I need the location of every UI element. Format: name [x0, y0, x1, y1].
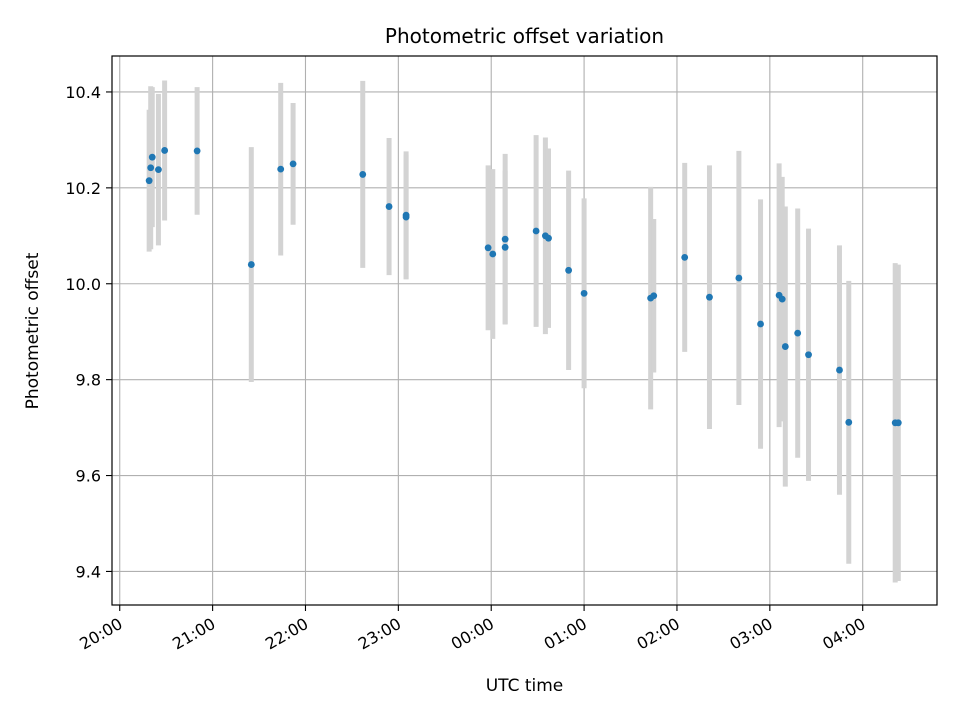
data-point	[805, 351, 812, 359]
y-axis-label: Photometric offset	[23, 252, 43, 409]
y-axis-ticks: 9.4 9.6 9.8 10.0 10.2 10.4	[65, 83, 112, 581]
y-tick-label: 9.8	[76, 371, 101, 390]
plot-frame	[111, 55, 938, 606]
data-point	[778, 295, 786, 303]
x-tick-label: 00:00	[448, 614, 497, 654]
data-point	[145, 177, 153, 185]
data-point	[757, 320, 764, 328]
data-point	[545, 234, 552, 242]
x-tick-label: 02:00	[634, 614, 683, 654]
data-point	[155, 166, 162, 174]
x-tick-label: 23:00	[355, 614, 404, 654]
y-tick-label: 10.4	[65, 83, 101, 102]
data-point	[289, 160, 297, 168]
data-point	[781, 343, 789, 350]
x-axis-ticks: 20:00 21:00 22:00 23:00 00:00 01:00 02:00 03:00…	[76, 605, 869, 654]
y-tick-label: 9.6	[76, 467, 101, 486]
data-point	[836, 366, 843, 374]
data-point	[580, 289, 588, 297]
data-point	[650, 292, 658, 300]
data-point	[794, 329, 802, 337]
error-bars	[146, 80, 901, 583]
x-tick-label: 03:00	[726, 614, 775, 654]
x-tick-label: 21:00	[169, 614, 218, 654]
data-point	[148, 153, 156, 161]
data-point	[402, 213, 410, 221]
y-tick-label: 9.4	[76, 562, 101, 581]
data-point	[735, 274, 743, 282]
data-point	[359, 171, 367, 178]
data-point	[706, 293, 713, 301]
data-points	[145, 147, 902, 427]
y-tick-label: 10.2	[65, 179, 101, 198]
data-point	[489, 250, 497, 258]
data-point	[681, 253, 689, 261]
data-point	[147, 164, 155, 172]
data-point	[247, 261, 255, 268]
grid	[112, 56, 937, 605]
data-point	[501, 235, 509, 243]
data-point	[565, 266, 573, 274]
x-axis-label: UTC time	[486, 676, 564, 696]
data-point	[501, 243, 509, 251]
data-point	[161, 147, 169, 154]
x-tick-label: 01:00	[541, 614, 590, 654]
data-point	[532, 227, 540, 235]
data-point	[845, 418, 853, 426]
x-tick-label: 22:00	[262, 614, 311, 654]
data-point	[894, 419, 902, 427]
y-tick-label: 10.0	[65, 275, 101, 294]
data-point	[277, 165, 285, 173]
data-point	[484, 244, 492, 252]
x-tick-label: 20:00	[76, 614, 125, 654]
data-point	[385, 203, 393, 210]
data-point	[193, 147, 201, 155]
x-tick-label: 04:00	[819, 614, 868, 654]
chart-title: Photometric offset variation	[385, 24, 664, 48]
